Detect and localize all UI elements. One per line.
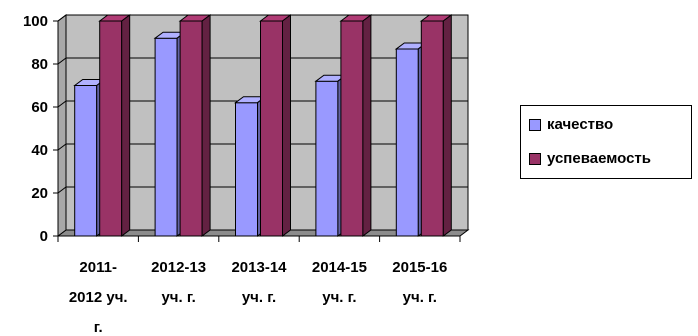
y-tick-label: 40 [31,142,48,159]
bars [73,14,453,237]
legend-swatch-quality [529,118,541,131]
bar-side [282,14,291,237]
bar-front [74,85,98,237]
x-category-label: уч. г. [242,289,276,306]
x-category-label: уч. г. [322,289,356,306]
bar-front [340,20,364,237]
x-category-label: 2014-15 [312,259,367,276]
legend-swatch-progress [529,152,541,165]
bar-front [315,80,339,237]
legend-item-quality: качество [529,116,613,133]
bar-front [235,102,258,237]
legend-label-progress: успеваемость [547,150,651,167]
y-axis: 0 20 40 60 80 100 [23,13,59,245]
bar-front [154,37,178,237]
x-category-label: г. [94,319,103,336]
plot-side-wall [57,14,67,237]
bar-side [442,14,452,237]
x-category-label: 2015-16 [392,259,447,276]
x-category-label: 2011- [79,259,117,276]
x-category-label: 2012-13 [151,259,206,276]
x-axis: 2011- 2012 уч. г. 2012-13 уч. г. 2013-14 уч. г… [57,235,461,336]
x-category-label: уч. г. [403,289,437,306]
x-category-label: 2012 уч. [69,289,128,306]
y-tick-label: 0 [40,228,48,245]
legend: качество успеваемость [520,105,692,179]
y-tick-label: 100 [23,13,48,30]
bar-front [395,48,419,237]
bar-progress [259,14,292,237]
y-tick-label: 80 [31,56,48,73]
bar-progress [98,14,132,237]
gridline [57,57,468,65]
bar-side [121,14,131,237]
bar-front [179,20,203,237]
bar-front [99,20,123,237]
y-tick-label: 60 [31,99,48,116]
legend-label-quality: качество [547,116,614,133]
bar-front [260,20,283,237]
x-category-label: 2013-14 [231,259,287,276]
x-category-label: уч. г. [161,289,195,306]
y-tick-label: 20 [31,185,48,202]
bar-progress [419,14,453,237]
bar-side [362,14,372,237]
legend-item-progress: успеваемость [529,150,651,167]
gridline [57,14,468,22]
bar-side [201,14,211,237]
bar-progress [178,14,212,237]
bar-progress [339,14,373,237]
bar-front [420,20,444,237]
